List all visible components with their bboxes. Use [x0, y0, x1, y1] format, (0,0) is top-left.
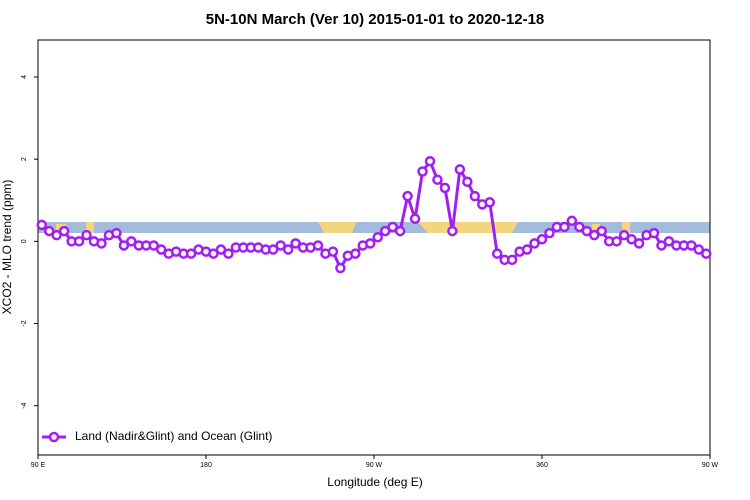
- y-tick-label: 0: [21, 239, 28, 243]
- land-ocean-strip: [38, 222, 710, 233]
- data-point: [43, 225, 55, 237]
- x-axis-label: Longitude (deg E): [327, 475, 422, 489]
- data-point: [51, 229, 62, 241]
- data-point: [409, 213, 421, 224]
- data-point: [686, 240, 697, 251]
- y-tick-label: -2: [21, 320, 28, 326]
- x-tick-label: 90 W: [702, 462, 719, 469]
- data-point: [574, 221, 585, 233]
- data-point: [469, 190, 481, 202]
- data-point: [701, 248, 712, 259]
- data-point: [484, 197, 495, 208]
- data-point: [290, 238, 301, 249]
- data-point: [223, 248, 234, 259]
- land-patch: [418, 222, 518, 233]
- data-point: [439, 182, 451, 194]
- data-point: [506, 254, 518, 266]
- data-point: [417, 166, 428, 177]
- data-point: [36, 219, 47, 231]
- y-tick-label: 4: [21, 75, 28, 79]
- data-point: [148, 240, 159, 251]
- data-point: [596, 225, 607, 237]
- x-tick-label: 180: [200, 462, 212, 469]
- data-point: [648, 227, 660, 239]
- legend-label: Land (Nadir&Glint) and Ocean (Glint): [75, 429, 272, 443]
- x-tick-label: 90 W: [366, 462, 383, 469]
- data-point: [402, 190, 413, 202]
- data-point: [693, 244, 705, 255]
- series-line: [40, 159, 707, 270]
- data-point: [544, 227, 555, 239]
- data-point: [81, 229, 92, 241]
- data-point: [559, 221, 570, 233]
- data-point: [454, 164, 466, 175]
- data-point: [282, 244, 294, 255]
- y-tick-label: -4: [21, 402, 28, 408]
- data-point: [215, 244, 227, 255]
- data-point: [155, 244, 167, 255]
- data-point: [327, 246, 339, 257]
- legend-marker: [48, 431, 60, 443]
- data-point: [394, 225, 406, 237]
- land-patch: [86, 222, 94, 233]
- data-point: [566, 215, 578, 227]
- data-point: [208, 248, 219, 259]
- data-point: [521, 244, 533, 255]
- data-point: [656, 240, 667, 251]
- data-point: [58, 225, 70, 237]
- data-point: [379, 225, 391, 237]
- x-tick-label: 90 E: [31, 462, 46, 469]
- y-axis-label: XCO2 - MLO trend (ppm): [0, 180, 14, 315]
- data-point: [432, 174, 443, 185]
- data-point: [424, 155, 436, 167]
- data-point: [536, 234, 548, 245]
- data-point: [267, 244, 279, 255]
- data-point: [626, 234, 637, 245]
- land-patch: [318, 222, 356, 233]
- data-point: [312, 240, 324, 251]
- data-point: [350, 248, 361, 259]
- data-point: [633, 238, 645, 249]
- data-point: [529, 238, 540, 249]
- data-point: [126, 236, 137, 247]
- data-point: [365, 238, 376, 249]
- data-point: [275, 240, 286, 251]
- data-point: [118, 240, 130, 251]
- data-point: [581, 225, 593, 237]
- data-point: [589, 229, 600, 241]
- y-tick-label: 2: [21, 157, 28, 161]
- ocean-band: [38, 222, 710, 233]
- data-point: [185, 248, 197, 259]
- data-point: [491, 248, 503, 259]
- data-point: [462, 176, 473, 188]
- data-point: [618, 229, 630, 241]
- data-point: [447, 225, 458, 237]
- data-point: [372, 231, 383, 243]
- land-patch: [592, 224, 600, 233]
- x-tick-label: 360: [536, 462, 548, 469]
- data-point: [111, 227, 122, 239]
- data-point: [611, 236, 622, 247]
- chart-title: 5N-10N March (Ver 10) 2015-01-01 to 2020…: [206, 11, 545, 28]
- data-point: [96, 238, 107, 249]
- data-point: [335, 262, 346, 274]
- land-patch: [622, 222, 630, 233]
- legend: Land (Nadir&Glint) and Ocean (Glint): [42, 429, 272, 443]
- data-point: [73, 236, 85, 247]
- data-point: [387, 221, 398, 233]
- data-point: [663, 236, 675, 247]
